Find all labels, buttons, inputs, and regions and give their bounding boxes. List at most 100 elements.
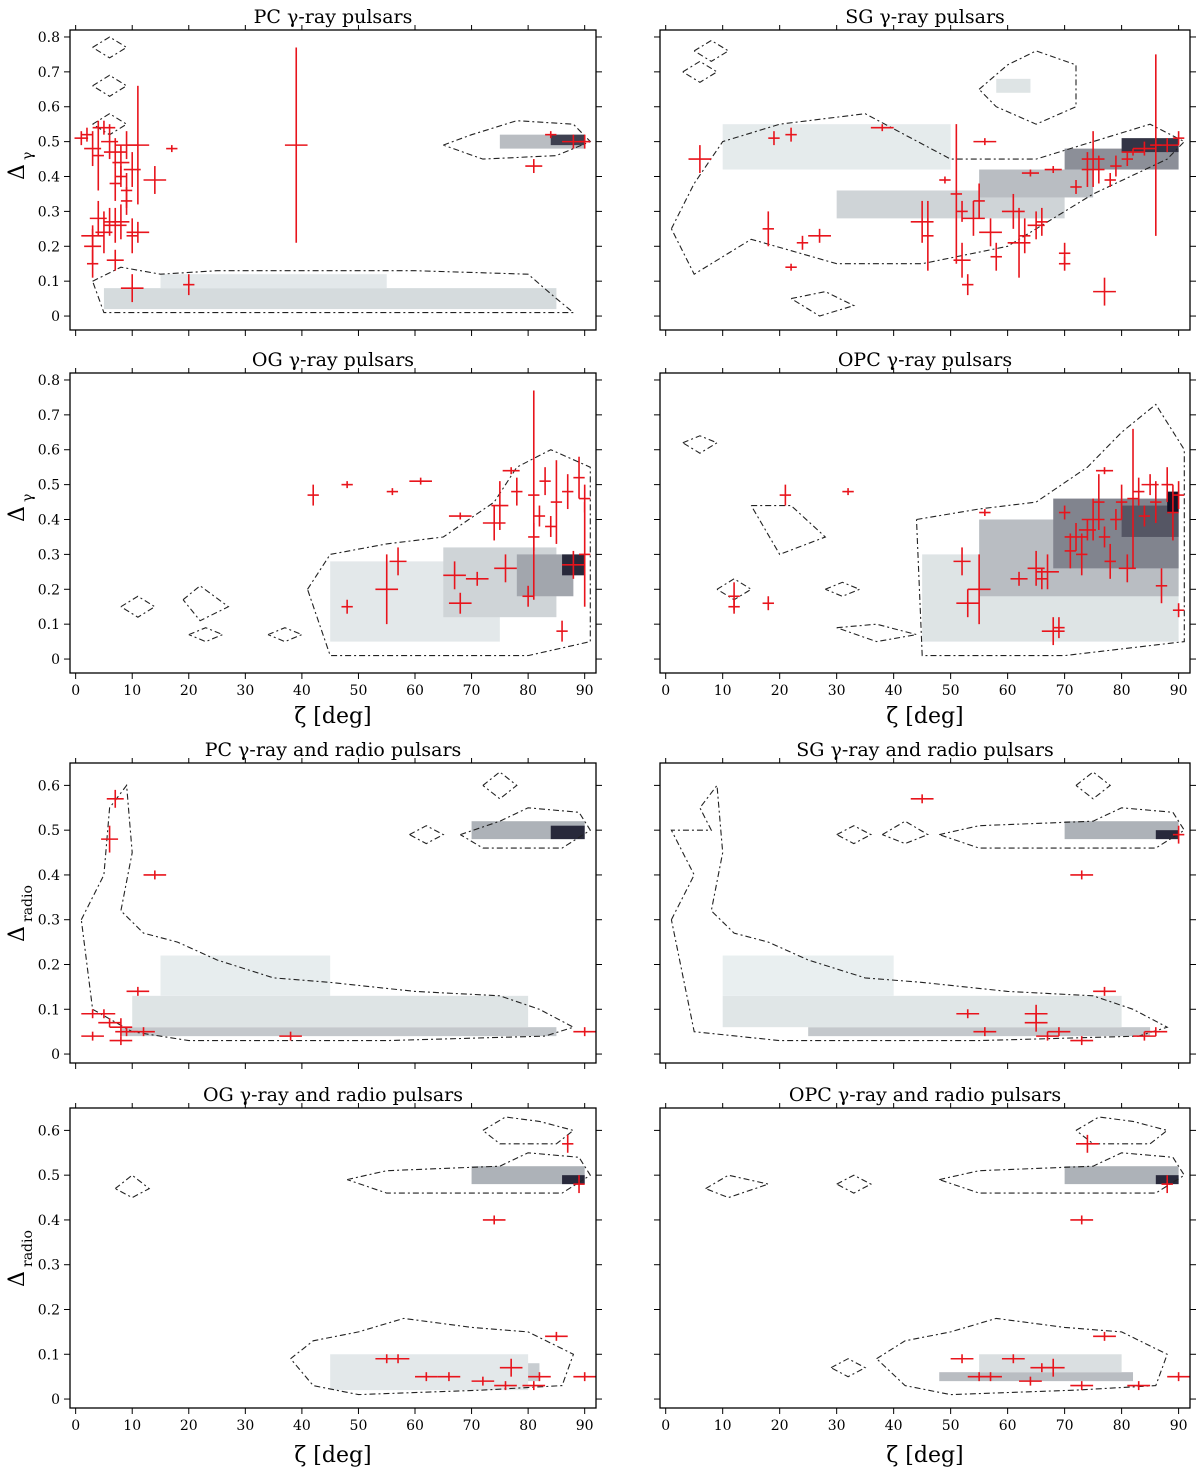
data-point [545, 131, 557, 139]
data-point [573, 1372, 596, 1382]
data-point [1058, 256, 1071, 271]
data-point [465, 571, 489, 586]
data-point [1133, 141, 1156, 156]
y-tick-label: 0.3 [38, 913, 60, 929]
density-cell [1064, 821, 1179, 840]
contours [705, 1116, 1186, 1396]
y-tick-label: 0.2 [38, 1302, 60, 1318]
contour-line [836, 1174, 873, 1194]
contour-line [482, 771, 518, 800]
data-point [1172, 481, 1185, 510]
x-tick-label: 50 [942, 1418, 960, 1434]
data-point [1070, 870, 1094, 880]
x-tick-label: 60 [406, 683, 424, 699]
contour-line [460, 807, 592, 849]
y-axis-label-main: Δ [5, 164, 30, 180]
x-tick-label: 80 [519, 1418, 537, 1434]
x-axis: 0 10 20 30 40 50 60 70 80 90 [661, 1103, 1188, 1434]
y-tick-label: 0.5 [38, 478, 60, 494]
data-point [950, 124, 963, 264]
data-point [494, 1381, 517, 1391]
contour-line [705, 1174, 771, 1199]
data-point [962, 200, 985, 236]
contour-line [915, 403, 1185, 657]
x-tick-label: 40 [293, 1418, 311, 1434]
x-tick-label: 70 [463, 1418, 481, 1434]
data-point [120, 274, 144, 303]
data-point [1150, 481, 1162, 523]
x-axis [75, 25, 586, 336]
y-axis [654, 36, 1196, 317]
contour-line [836, 825, 873, 845]
data-point [562, 1134, 574, 1153]
density-map [103, 134, 585, 310]
y-tick-label: 0.1 [38, 1002, 60, 1018]
data-point [1019, 218, 1031, 254]
y-tick-label: 0.8 [38, 373, 60, 389]
data-point [922, 200, 934, 271]
data-point [511, 477, 523, 506]
x-tick-label: 10 [714, 683, 732, 699]
data-point [502, 467, 520, 475]
data-point [482, 1215, 506, 1225]
x-axis [665, 25, 1180, 336]
x-axis: 0 10 20 30 40 50 60 70 80 90 [71, 1103, 594, 1434]
density-cell [120, 1027, 557, 1037]
x-tick-label: 40 [885, 1418, 903, 1434]
data-point [1010, 571, 1028, 586]
x-tick-label: 90 [576, 1418, 594, 1434]
contour-line [790, 291, 856, 317]
data-point [579, 484, 591, 513]
data-point [1036, 554, 1059, 590]
data-point [1021, 169, 1039, 177]
observed-points [950, 1134, 1190, 1391]
data-point [341, 481, 353, 489]
contour-line [267, 627, 304, 643]
data-point [482, 505, 506, 541]
data-point [1076, 1134, 1099, 1153]
data-point [728, 599, 740, 614]
data-point [386, 1354, 410, 1364]
data-point [1036, 1031, 1059, 1041]
y-axis-label-main: Δ [5, 506, 30, 522]
data-point [990, 242, 1002, 271]
data-point [1093, 277, 1116, 306]
chart-panel-pc-radio: PC γ-ray and radio pulsars00.10.20.30.40… [38, 739, 602, 1069]
x-tick-label: 90 [1170, 1418, 1188, 1434]
y-axis-label-sub: γ [20, 494, 36, 502]
x-tick-label: 20 [771, 683, 789, 699]
observed-points [74, 47, 591, 303]
density-cell [996, 78, 1031, 93]
data-point [1081, 498, 1105, 541]
data-point [279, 1031, 302, 1041]
data-point [1058, 505, 1071, 520]
data-point [688, 145, 712, 174]
x-axis-label: ζ [deg] [294, 704, 371, 729]
data-point [1121, 152, 1134, 167]
data-point [522, 585, 534, 607]
y-axis-label-row4: Δ radio [5, 1230, 36, 1287]
chart-title: SG γ-ray pulsars [845, 6, 1005, 28]
data-point [341, 599, 353, 614]
data-point [562, 474, 574, 510]
data-point [307, 484, 319, 506]
y-tick-label: 0.5 [38, 135, 60, 151]
data-point [1155, 138, 1179, 153]
density-cell [550, 825, 585, 840]
contours [670, 39, 1186, 317]
density-cell [330, 1354, 529, 1391]
data-point [1161, 1175, 1173, 1194]
x-tick-label: 40 [293, 683, 311, 699]
data-point [92, 120, 116, 135]
contour-line [92, 74, 128, 97]
data-point [1093, 155, 1105, 184]
data-point [1047, 1027, 1071, 1037]
density-cell [1064, 1166, 1179, 1185]
data-point [762, 596, 774, 611]
density-map [330, 547, 585, 642]
data-point [579, 502, 591, 607]
chart-title: OPC γ-ray pulsars [838, 349, 1012, 371]
data-point [785, 263, 797, 271]
data-point [785, 127, 797, 142]
density-cell [562, 1175, 585, 1185]
